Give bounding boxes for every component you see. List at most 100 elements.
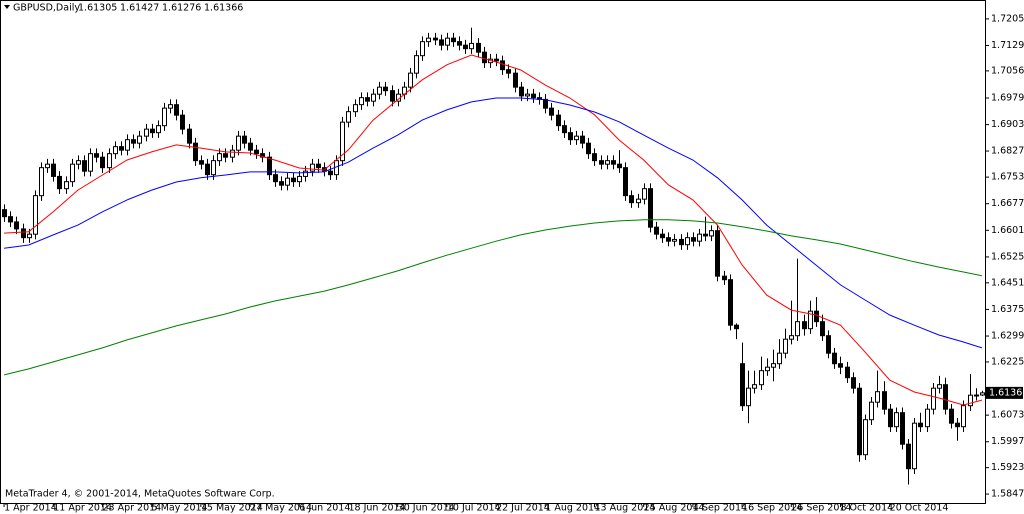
candle-body bbox=[980, 392, 985, 396]
candle-body bbox=[137, 135, 142, 144]
price-label-box bbox=[986, 386, 1023, 399]
y-tick-label: 1.67530 bbox=[991, 172, 1024, 183]
candle-body bbox=[205, 163, 210, 176]
candle-body bbox=[875, 391, 880, 403]
candle-body bbox=[679, 238, 684, 246]
candle-body bbox=[789, 335, 794, 340]
candle-body bbox=[580, 135, 585, 144]
candle-body bbox=[174, 104, 179, 116]
candle-body bbox=[549, 107, 554, 116]
candle-body bbox=[925, 408, 930, 428]
x-tick-label: 5 May 2014 bbox=[152, 503, 208, 514]
low-label: 1.61276 bbox=[162, 3, 201, 14]
candle-body bbox=[144, 128, 149, 137]
candle-body bbox=[451, 37, 456, 43]
candle-body bbox=[900, 412, 905, 445]
x-tick-label: 15 May 2014 bbox=[201, 503, 263, 514]
x-tick-label: 26 Sep 2014 bbox=[791, 503, 851, 514]
candle-body bbox=[211, 160, 216, 176]
candle-body bbox=[519, 86, 524, 97]
candle-body bbox=[525, 93, 530, 97]
candle-body bbox=[482, 51, 487, 64]
candle-body bbox=[955, 422, 960, 428]
x-tick-label: 30 Jun 2014 bbox=[398, 503, 455, 514]
y-tick-label: 1.60730 bbox=[991, 410, 1024, 421]
candle-body bbox=[728, 279, 733, 326]
candle-body bbox=[672, 238, 677, 242]
candle-body bbox=[943, 384, 948, 410]
candle-body bbox=[556, 114, 561, 127]
candle-body bbox=[125, 139, 130, 151]
candle-body bbox=[660, 233, 665, 239]
plot-frame bbox=[0, 0, 986, 504]
candle-body bbox=[568, 132, 573, 141]
y-tick-label: 1.69790 bbox=[991, 93, 1024, 104]
candle-body bbox=[685, 237, 690, 246]
close-label: 1.61366 bbox=[204, 3, 243, 14]
candle-body bbox=[310, 163, 315, 172]
candle-body bbox=[353, 104, 358, 113]
moving-average-line bbox=[3, 219, 983, 376]
candle-body bbox=[506, 69, 511, 74]
candle-body bbox=[21, 228, 26, 239]
candle-body bbox=[636, 198, 641, 204]
y-tick-label: 1.59970 bbox=[991, 436, 1024, 447]
candle-body bbox=[168, 104, 173, 109]
y-tick-label: 1.68275 bbox=[991, 146, 1024, 157]
x-tick-label: 18 Jun 2014 bbox=[348, 503, 405, 514]
candle-body bbox=[39, 167, 44, 197]
candle-body bbox=[949, 408, 954, 424]
candle-body bbox=[303, 170, 308, 177]
candle-body bbox=[291, 177, 296, 183]
candle-body bbox=[654, 226, 659, 235]
candle-body bbox=[8, 216, 13, 223]
candle-body bbox=[420, 41, 425, 57]
candle-body bbox=[445, 37, 450, 46]
candle-body bbox=[131, 139, 136, 144]
x-tick-label: 16 Sep 2014 bbox=[742, 503, 802, 514]
candle-body bbox=[605, 160, 610, 165]
candle-body bbox=[57, 175, 62, 190]
candle-body bbox=[666, 237, 671, 242]
y-tick-label: 1.71290 bbox=[991, 40, 1024, 51]
candle-body bbox=[279, 181, 284, 186]
x-tick-label: 1 Apr 2014 bbox=[4, 503, 57, 514]
candle-body bbox=[795, 321, 800, 337]
candle-body bbox=[752, 384, 757, 389]
y-tick-label: 1.59230 bbox=[991, 462, 1024, 473]
candle-body bbox=[586, 142, 591, 155]
candle-body bbox=[882, 391, 887, 410]
candle-body bbox=[340, 121, 345, 162]
candle-body bbox=[912, 422, 917, 470]
candle-body bbox=[759, 370, 764, 386]
candle-body bbox=[592, 153, 597, 162]
candle-body bbox=[217, 153, 222, 162]
y-tick-label: 1.63750 bbox=[991, 304, 1024, 315]
y-tick-label: 1.66770 bbox=[991, 198, 1024, 209]
candle-body bbox=[961, 405, 966, 428]
candle-body bbox=[248, 142, 253, 151]
x-tick-label: 11 Apr 2014 bbox=[53, 503, 112, 514]
candle-body bbox=[180, 114, 185, 130]
candle-body bbox=[611, 160, 616, 165]
candle-body bbox=[617, 163, 622, 169]
candle-body bbox=[863, 419, 868, 456]
candle-body bbox=[869, 401, 874, 421]
y-tick-label: 1.62250 bbox=[991, 356, 1024, 367]
candle-body bbox=[113, 146, 118, 155]
candle-body bbox=[119, 146, 124, 151]
candle-body bbox=[513, 72, 518, 88]
candle-body bbox=[267, 156, 272, 176]
x-tick-label: 13 Aug 2014 bbox=[594, 503, 655, 514]
candle-body bbox=[765, 366, 770, 372]
candle-body bbox=[820, 321, 825, 337]
candle-body bbox=[359, 97, 364, 106]
candle-body bbox=[543, 98, 548, 109]
candle-body bbox=[740, 363, 745, 407]
candle-body bbox=[703, 233, 708, 237]
candle-body bbox=[746, 387, 751, 407]
x-tick-label: 22 Jul 2014 bbox=[496, 503, 550, 514]
candle-body bbox=[328, 170, 333, 176]
candle-body bbox=[832, 352, 837, 365]
candle-body bbox=[722, 275, 727, 281]
